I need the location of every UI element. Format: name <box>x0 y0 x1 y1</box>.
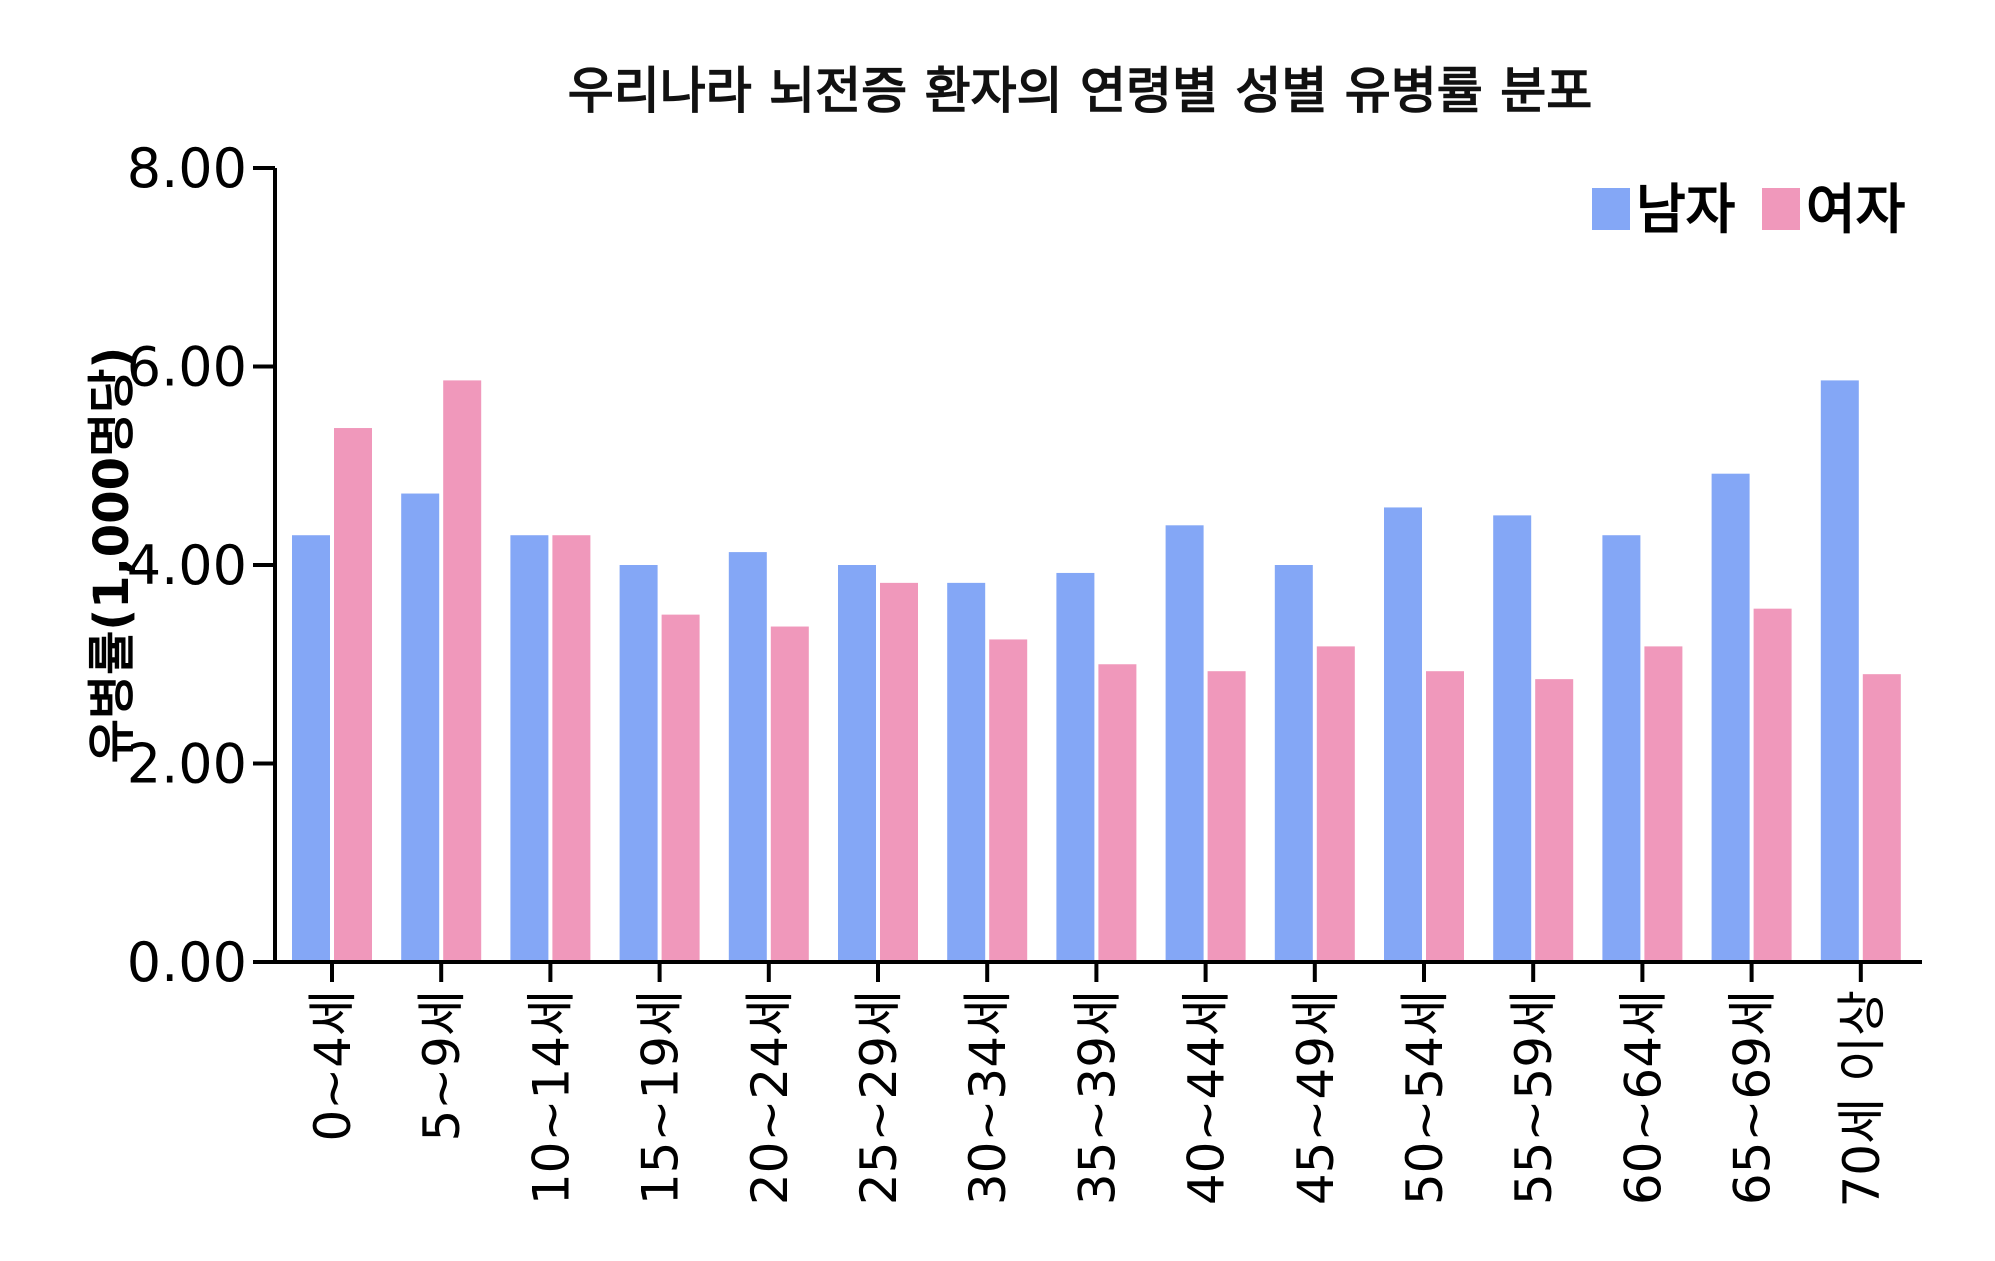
x-tick-label-1: 5~9세 <box>413 990 471 1142</box>
bar-female-9 <box>1316 646 1355 962</box>
bar-male-3 <box>619 565 658 962</box>
x-tick-label-6: 30~34세 <box>959 990 1017 1205</box>
bar-male-11 <box>1493 515 1532 962</box>
bar-male-0 <box>292 535 330 962</box>
bar-female-6 <box>989 639 1028 962</box>
y-tick-label-2: 4.00 <box>127 534 247 597</box>
bar-female-8 <box>1207 671 1246 962</box>
x-tick-label-10: 50~54세 <box>1396 990 1454 1205</box>
x-tick-label-13: 65~69세 <box>1724 990 1782 1205</box>
bar-female-1 <box>443 380 482 962</box>
bar-male-4 <box>728 552 767 962</box>
x-tick-label-11: 55~59세 <box>1505 990 1563 1205</box>
bar-female-13 <box>1753 608 1792 962</box>
bar-male-6 <box>947 582 986 962</box>
bar-female-0 <box>334 428 372 962</box>
x-tick-label-5: 25~29세 <box>850 990 908 1205</box>
x-tick-label-9: 45~49세 <box>1287 990 1345 1205</box>
bar-male-10 <box>1384 507 1422 962</box>
bar-female-14 <box>1862 674 1901 962</box>
bars-group <box>292 380 1901 962</box>
bar-male-7 <box>1056 572 1095 962</box>
y-tick-label-1: 2.00 <box>127 733 247 796</box>
y-ticks-group: 0.00 2.00 4.00 6.00 8.00 <box>127 137 275 994</box>
x-tick-label-7: 35~39세 <box>1068 990 1126 1205</box>
bar-male-9 <box>1274 565 1313 962</box>
x-tick-label-12: 60~64세 <box>1614 990 1672 1205</box>
legend-label-female: 여자 <box>1806 178 1906 241</box>
legend-swatch-male <box>1592 188 1630 230</box>
x-tick-label-3: 15~19세 <box>632 990 690 1205</box>
bar-female-12 <box>1644 646 1683 962</box>
chart-title: 우리나라 뇌전증 환자의 연령별 성별 유병률 분포 <box>568 62 1592 120</box>
x-tick-label-4: 20~24세 <box>741 990 799 1205</box>
x-tick-label-14: 70세 이상 <box>1833 990 1891 1208</box>
bar-male-14 <box>1820 380 1859 962</box>
bar-male-5 <box>838 565 876 962</box>
bar-female-10 <box>1426 671 1464 962</box>
x-tick-label-0: 0~4세 <box>304 990 362 1142</box>
y-tick-label-0: 0.00 <box>127 931 247 994</box>
x-tick-label-2: 10~14세 <box>522 990 580 1205</box>
bar-male-2 <box>510 535 549 962</box>
x-labels-group: 0~4세 5~9세 10~14세 15~19세 20~24세 25~29세 30~34세 35… <box>304 962 1891 1208</box>
bar-female-2 <box>552 535 591 962</box>
legend-label-male: 남자 <box>1636 178 1736 241</box>
bar-male-1 <box>401 493 440 962</box>
x-tick-label-8: 40~44세 <box>1178 990 1236 1205</box>
y-tick-label-3: 6.00 <box>127 336 247 399</box>
bar-female-7 <box>1098 664 1137 962</box>
bar-female-3 <box>661 614 700 962</box>
legend-swatch-female <box>1762 188 1800 230</box>
bar-female-11 <box>1535 679 1574 962</box>
legend: 남자 여자 <box>1592 178 1906 241</box>
y-tick-label-4: 8.00 <box>127 137 247 200</box>
bar-female-5 <box>880 582 918 962</box>
y-axis-label: 유병률(1,000명당) <box>84 347 140 764</box>
bar-male-8 <box>1165 525 1204 962</box>
bar-female-4 <box>770 626 809 962</box>
bar-male-13 <box>1711 473 1750 962</box>
bar-male-12 <box>1602 535 1641 962</box>
